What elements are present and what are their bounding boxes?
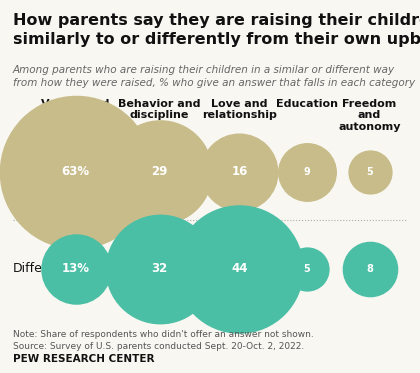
Text: 63%: 63% — [62, 165, 89, 178]
Text: Different: Different — [13, 262, 68, 275]
Point — [303, 169, 310, 175]
Text: Education: Education — [276, 99, 338, 109]
Text: 5: 5 — [366, 167, 373, 176]
Text: Note: Share of respondents who didn't offer an answer not shown.
Source: Survey : Note: Share of respondents who didn't of… — [13, 330, 313, 351]
Text: 16: 16 — [231, 165, 247, 178]
Text: PEW RESEARCH CENTER: PEW RESEARCH CENTER — [13, 354, 154, 364]
Point — [236, 266, 243, 272]
Text: 29: 29 — [152, 165, 168, 178]
Point — [72, 169, 79, 175]
Text: 44: 44 — [231, 262, 248, 275]
Text: 9: 9 — [303, 167, 310, 176]
Text: Love and
relationship: Love and relationship — [202, 99, 277, 120]
Text: 13%: 13% — [62, 262, 89, 275]
Point — [303, 266, 310, 272]
Point — [156, 169, 163, 175]
Text: 32: 32 — [152, 262, 168, 275]
Text: How parents say they are raising their children
similarly to or differently from: How parents say they are raising their c… — [13, 13, 420, 47]
Point — [72, 266, 79, 272]
Text: Values and
religion: Values and religion — [42, 99, 110, 120]
Text: 5: 5 — [303, 264, 310, 273]
Text: Freedom
and
autonomy: Freedom and autonomy — [339, 99, 401, 132]
Text: 8: 8 — [366, 264, 373, 273]
Point — [156, 266, 163, 272]
Text: Among parents who are raising their children in a similar or different way
from : Among parents who are raising their chil… — [13, 65, 415, 88]
Text: Behavior and
discipline: Behavior and discipline — [118, 99, 201, 120]
Point — [366, 169, 373, 175]
Point — [236, 169, 243, 175]
Point — [366, 266, 373, 272]
Text: Similar: Similar — [13, 165, 56, 178]
